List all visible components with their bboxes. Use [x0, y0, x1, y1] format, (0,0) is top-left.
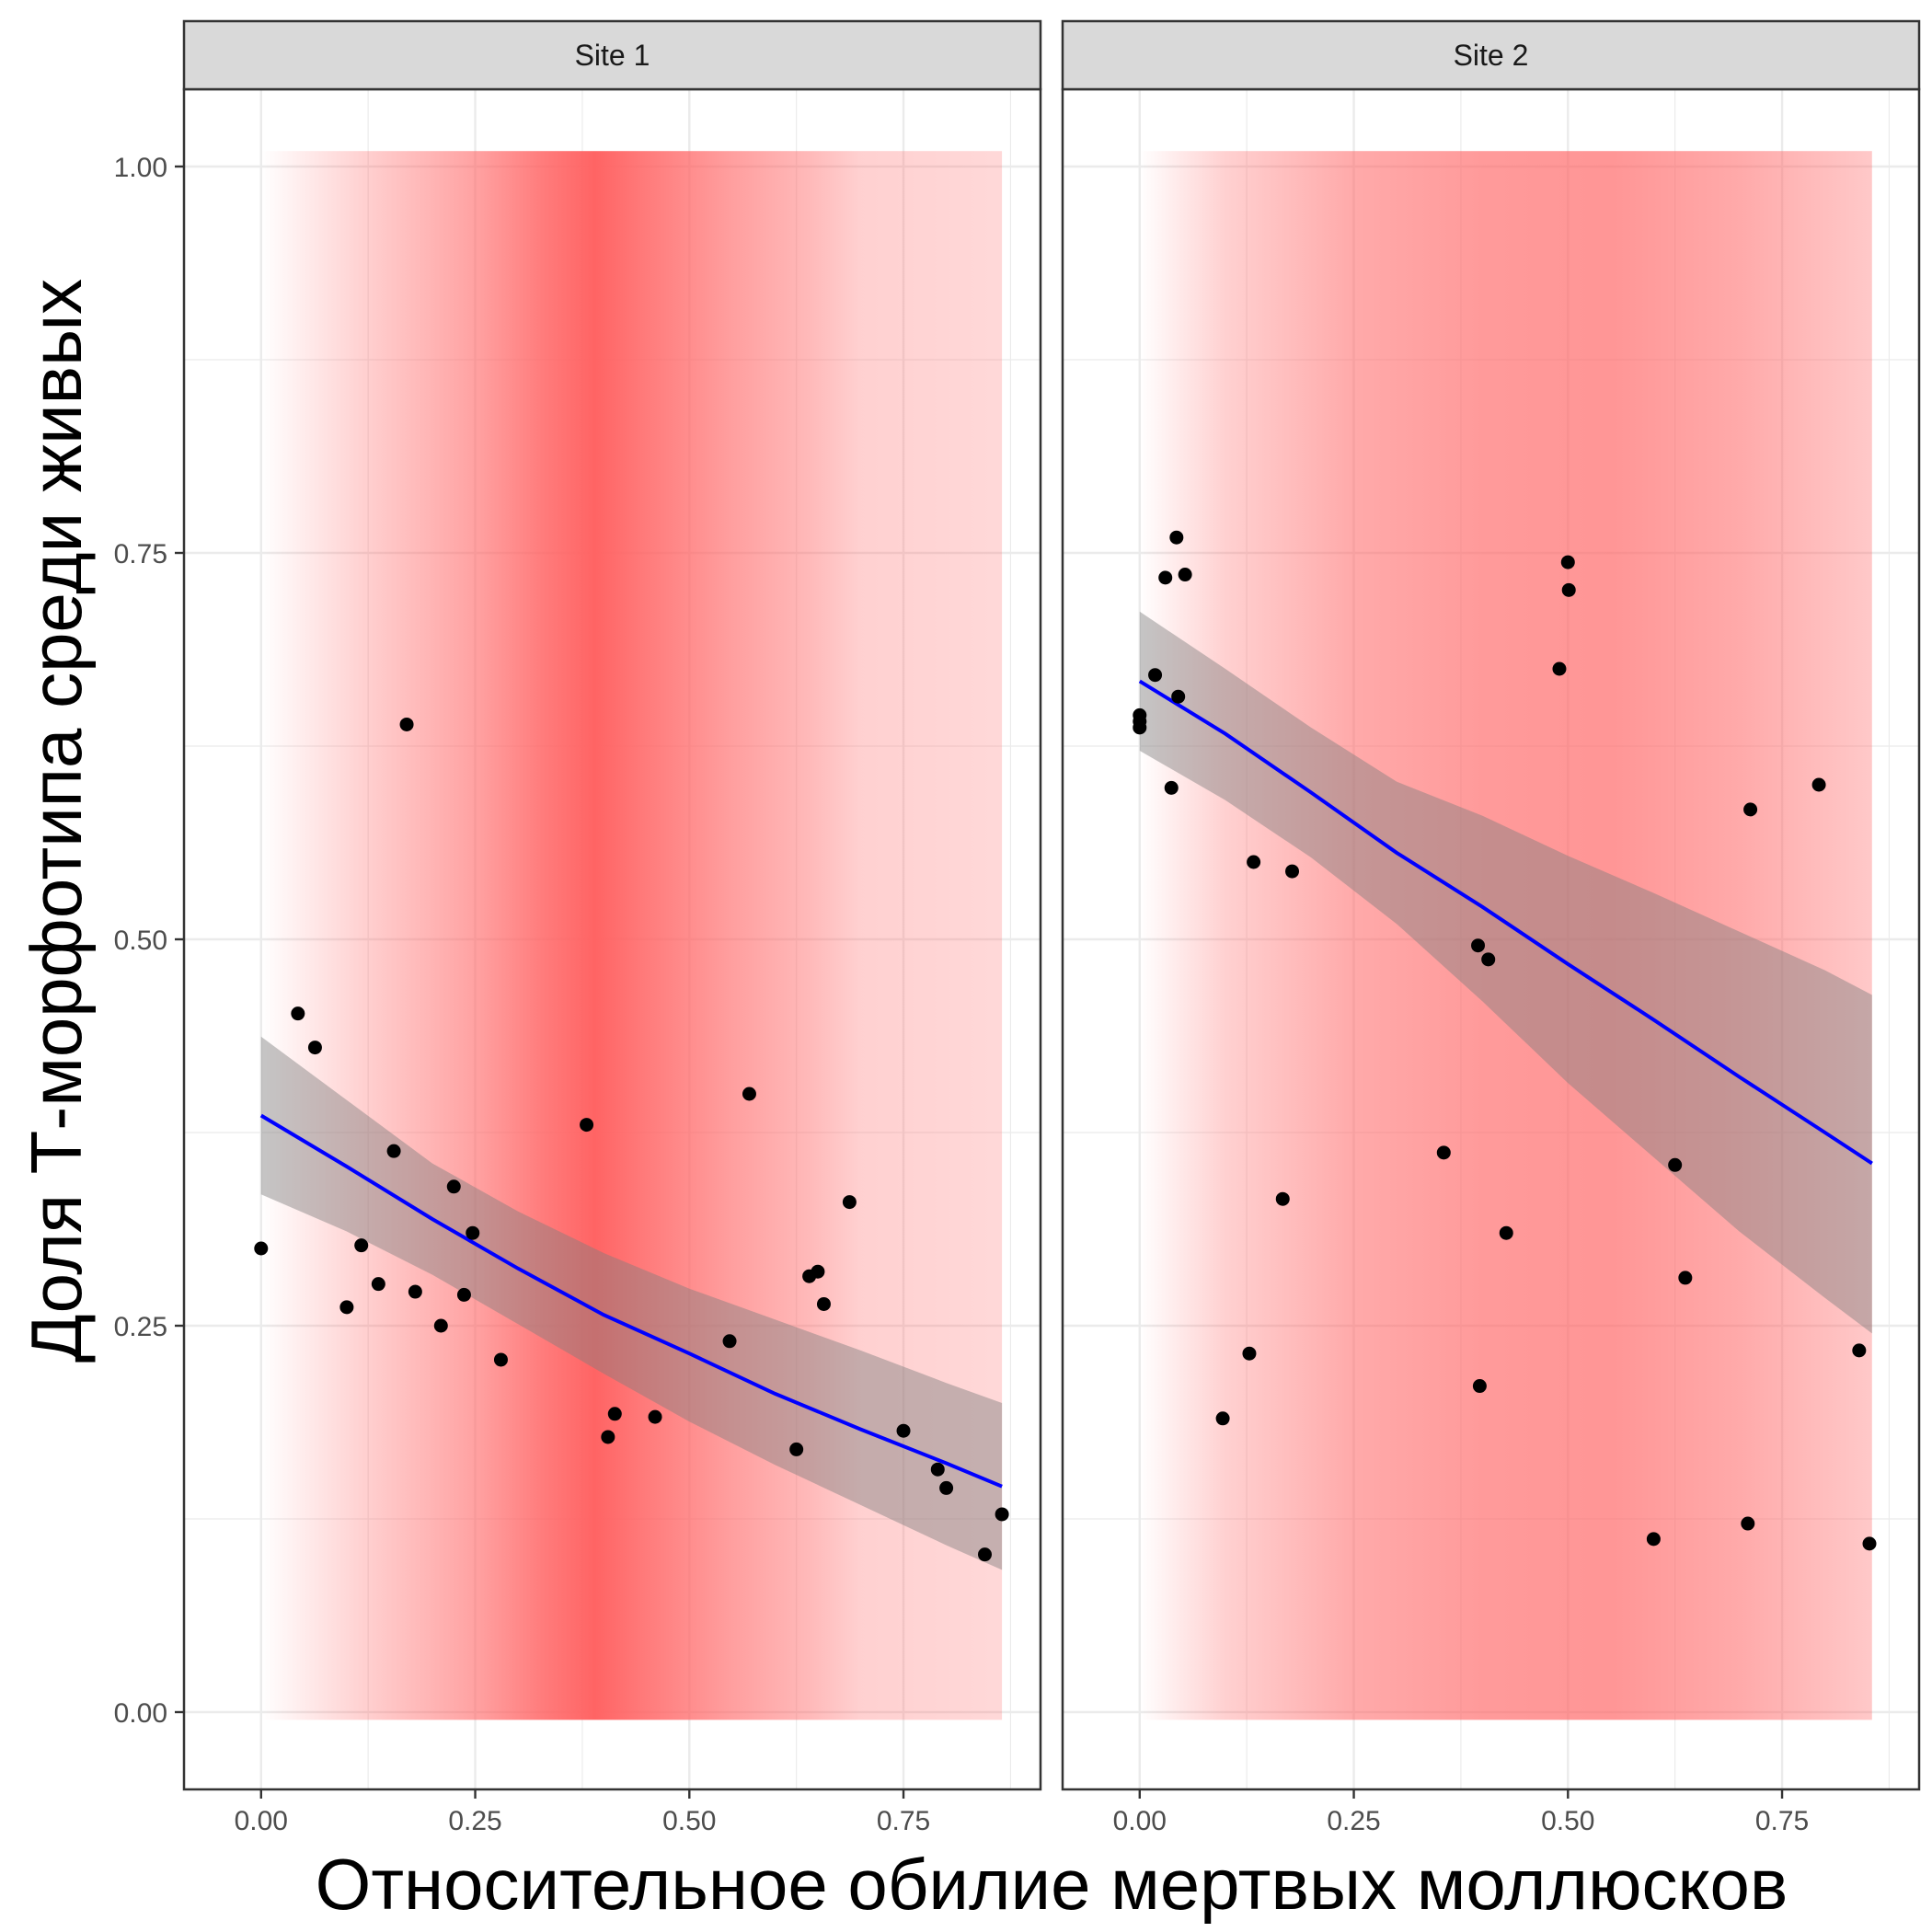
data-point [1811, 777, 1826, 792]
x-tick-label: 0.75 [1755, 1806, 1809, 1836]
data-point [1852, 1343, 1867, 1358]
data-point [1247, 855, 1261, 869]
y-tick-label: 0.25 [114, 1312, 167, 1342]
data-point [939, 1480, 954, 1495]
data-point [399, 717, 414, 731]
data-point [1481, 952, 1496, 967]
data-point [722, 1334, 737, 1349]
fit-line [1138, 679, 1873, 1166]
data-point [601, 1430, 615, 1444]
confidence-band [1139, 611, 1872, 1334]
data-point [1171, 689, 1186, 704]
data-point [1741, 1516, 1755, 1531]
data-point [1560, 555, 1575, 569]
y-tick-label: 0.50 [114, 926, 167, 956]
density-gradient-band [1139, 151, 1872, 1720]
x-tick-label: 0.00 [1113, 1806, 1167, 1836]
data-point [1164, 780, 1179, 795]
y-tick-label: 1.00 [114, 153, 167, 183]
confidence-band [260, 1036, 1003, 1570]
data-point [607, 1407, 622, 1421]
data-point [995, 1507, 1009, 1522]
data-point [254, 1241, 269, 1256]
data-point [456, 1287, 471, 1302]
data-point [1862, 1536, 1877, 1551]
x-tick-label: 0.75 [877, 1806, 930, 1836]
data-point [1133, 707, 1147, 722]
x-tick-label: 0.50 [662, 1806, 716, 1836]
data-point [1646, 1532, 1661, 1547]
data-point [493, 1352, 508, 1367]
panel-site-1: Site 1 [182, 19, 1042, 1791]
x-axis-site-1: 0.00 0.25 0.50 0.75 [235, 1789, 930, 1836]
facet-strip [182, 19, 1042, 91]
data-point [1472, 1379, 1487, 1394]
data-point [1743, 802, 1758, 817]
data-point [386, 1144, 401, 1158]
x-tick-label: 0.25 [448, 1806, 501, 1836]
data-point [371, 1277, 385, 1292]
data-point [446, 1179, 461, 1194]
data-point [789, 1442, 804, 1456]
data-point [896, 1423, 911, 1438]
data-point [1552, 661, 1567, 676]
data-point [408, 1284, 422, 1299]
data-point [433, 1318, 448, 1333]
y-tick-label: 0.75 [114, 539, 167, 569]
data-point [1561, 582, 1576, 597]
data-point [580, 1118, 594, 1133]
y-axis-title: Доля Т-морфотипа среди живых [16, 279, 97, 1363]
data-point [1158, 570, 1173, 585]
density-gradient-band [260, 151, 1003, 1720]
data-point [1215, 1411, 1230, 1426]
data-point [977, 1547, 992, 1562]
data-point [1436, 1145, 1451, 1160]
panel-site-2: Site 2 [1061, 19, 1921, 1791]
facet-strip-label: Site 2 [1454, 39, 1529, 72]
data-point [1242, 1346, 1257, 1361]
data-point [842, 1195, 857, 1210]
fit-line [259, 1113, 1003, 1489]
data-point [1678, 1271, 1693, 1285]
x-axis-title: Относительное обилие мертвых моллюсков [316, 1844, 1788, 1925]
x-tick-label: 0.00 [235, 1806, 288, 1836]
data-point [291, 1006, 305, 1021]
data-point [1499, 1225, 1513, 1240]
data-point [1285, 864, 1300, 879]
data-point [930, 1462, 945, 1477]
data-point [1169, 530, 1184, 545]
facet-strip-label: Site 1 [575, 39, 650, 72]
y-tick-label: 0.00 [114, 1698, 167, 1729]
data-point [648, 1409, 662, 1424]
x-axes: 0.00 0.25 0.50 0.75 0.00 0.25 0.50 0.75 [235, 1789, 1809, 1836]
x-axis-site-2: 0.00 0.25 0.50 0.75 [1113, 1789, 1809, 1836]
data-point [1148, 668, 1163, 683]
data-point [1275, 1191, 1290, 1206]
data-point [816, 1296, 831, 1311]
data-point [354, 1238, 369, 1253]
x-tick-label: 0.50 [1541, 1806, 1594, 1836]
x-tick-label: 0.25 [1327, 1806, 1380, 1836]
y-axis: 0.00 0.25 0.50 0.75 1.00 [114, 153, 184, 1729]
data-point [307, 1041, 322, 1055]
data-point [811, 1264, 825, 1279]
facet-strip [1061, 19, 1921, 91]
data-point [1178, 568, 1192, 582]
data-point [1668, 1157, 1683, 1172]
chart-panels: Site 1 Site 2 [182, 19, 1921, 1791]
data-point [466, 1225, 480, 1240]
data-point [339, 1300, 354, 1315]
data-point [1471, 938, 1486, 953]
data-point [742, 1087, 756, 1101]
